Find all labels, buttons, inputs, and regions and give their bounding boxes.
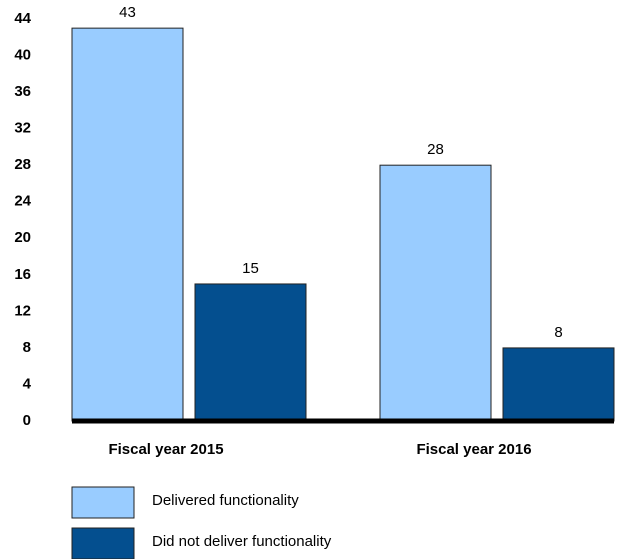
y-tick-label: 4 <box>23 375 32 392</box>
bar <box>71 27 184 422</box>
x-tick-label: Fiscal year 2016 <box>416 441 531 458</box>
legend-swatch <box>71 486 135 519</box>
y-tick-label: 20 <box>14 229 31 246</box>
y-tick-label: 8 <box>23 339 31 356</box>
legend-label: Did not deliver functionality <box>152 533 332 550</box>
y-tick-label: 40 <box>14 47 31 64</box>
value-label: 28 <box>427 141 444 158</box>
value-label: 43 <box>119 4 136 21</box>
y-tick-label: 36 <box>14 83 31 100</box>
legend-label: Delivered functionality <box>152 492 299 509</box>
bar <box>379 164 492 422</box>
bar <box>502 347 615 422</box>
y-tick-label: 32 <box>14 120 31 137</box>
legend-swatch <box>71 527 135 559</box>
y-tick-label: 0 <box>23 412 31 429</box>
y-tick-label: 24 <box>14 193 31 210</box>
bar <box>194 283 307 422</box>
y-tick-label: 44 <box>14 10 31 27</box>
value-label: 8 <box>554 324 562 341</box>
y-tick-label: 12 <box>14 302 31 319</box>
y-tick-label: 28 <box>14 156 31 173</box>
y-tick-label: 16 <box>14 266 31 283</box>
x-tick-label: Fiscal year 2015 <box>108 441 223 458</box>
value-label: 15 <box>242 260 259 277</box>
